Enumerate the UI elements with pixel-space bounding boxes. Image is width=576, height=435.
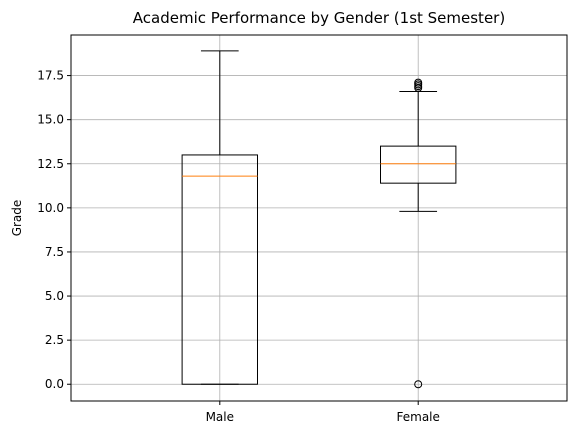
box-male (181, 50, 258, 385)
outlier-point (414, 78, 423, 87)
plot-frame (70, 34, 568, 402)
grid-lines (71, 35, 567, 401)
y-tick-label: 5.0 (45, 289, 64, 303)
boxes (181, 50, 457, 389)
y-axis-label: Grade (10, 200, 24, 237)
y-tick-label: 15.0 (37, 113, 64, 127)
y-tick-label: 0.0 (45, 377, 64, 391)
x-tick-label: Female (397, 410, 440, 424)
iqr-box (181, 154, 258, 385)
chart-title: Academic Performance by Gender (1st Seme… (133, 9, 505, 27)
iqr-box (380, 145, 457, 184)
box-female (380, 78, 457, 389)
y-tick-label: 2.5 (45, 333, 64, 347)
y-tick-label: 7.5 (45, 245, 64, 259)
y-tick-label: 10.0 (37, 201, 64, 215)
y-tick-label: 17.5 (37, 69, 64, 83)
y-tick-label: 12.5 (37, 157, 64, 171)
outlier-point (414, 380, 423, 389)
x-tick-label: Male (206, 410, 234, 424)
axis-ticks: 0.0 2.5 5.0 7.5 10.0 12.5 15.0 17.5 Male Female (37, 69, 440, 424)
